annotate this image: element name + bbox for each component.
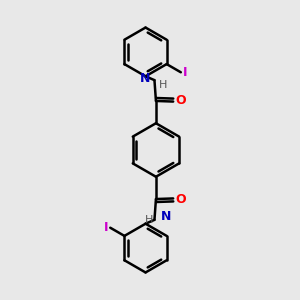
Text: N: N bbox=[161, 210, 171, 223]
Text: O: O bbox=[175, 193, 186, 206]
Text: H: H bbox=[145, 215, 153, 225]
Text: N: N bbox=[140, 73, 151, 85]
Text: I: I bbox=[183, 66, 187, 79]
Text: O: O bbox=[175, 94, 186, 107]
Text: H: H bbox=[159, 80, 167, 90]
Text: I: I bbox=[104, 221, 109, 234]
